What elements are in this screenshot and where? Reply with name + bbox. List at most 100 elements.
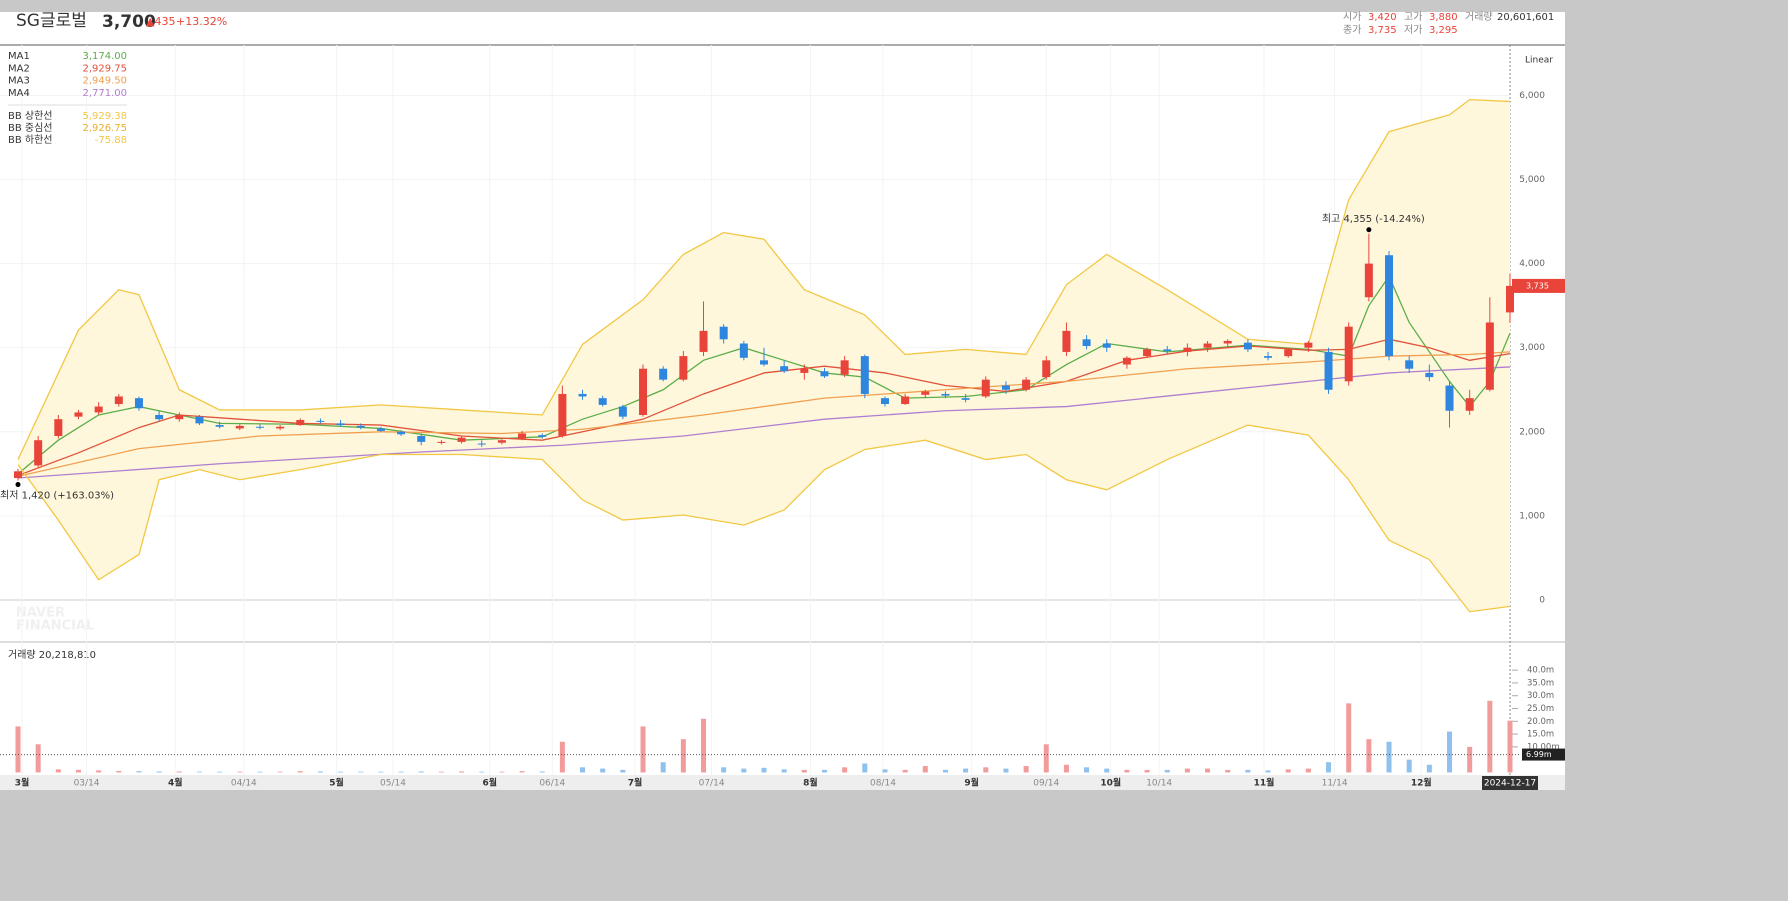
candle-body xyxy=(1203,343,1212,348)
y-tick-label: 3,000 xyxy=(1519,343,1545,353)
volume-bar xyxy=(1245,769,1251,773)
legend-name: MA1 xyxy=(8,51,30,62)
legend-name: MA4 xyxy=(8,88,30,99)
candle-body xyxy=(1445,385,1454,411)
volume-bar xyxy=(559,741,565,773)
x-tick-label: 10/14 xyxy=(1146,779,1172,789)
x-tick-label: 11/14 xyxy=(1322,779,1348,789)
high-dot xyxy=(1366,227,1372,233)
volume-bar xyxy=(1447,731,1453,773)
x-tick-label: 4월 xyxy=(168,777,183,789)
candle-body xyxy=(1001,385,1010,390)
volume-bar xyxy=(338,771,344,773)
open-label: 시가 xyxy=(1343,11,1361,23)
volume-tick-label: 40.0m xyxy=(1527,666,1554,676)
candle-body xyxy=(739,343,748,358)
volume-bar xyxy=(116,770,122,773)
volume-bar xyxy=(620,769,626,773)
volume-bar xyxy=(297,771,303,773)
x-tick-badge xyxy=(1482,776,1538,790)
volume-bar xyxy=(1346,703,1352,773)
volume-bar xyxy=(1063,764,1069,773)
volume-bar xyxy=(136,771,142,773)
candle-body xyxy=(1223,340,1232,344)
candle-body xyxy=(336,423,345,426)
x-tick-label: 6월 xyxy=(483,777,498,789)
high: 3,880 xyxy=(1429,12,1458,23)
volume-bar xyxy=(1043,744,1049,773)
candle-body xyxy=(1465,398,1474,411)
volume-bar xyxy=(580,767,586,773)
low-label: 저가 xyxy=(1404,24,1422,36)
volume-bar xyxy=(600,768,606,773)
legend-value: -75.88 xyxy=(95,135,127,146)
x-tick-label: 06/14 xyxy=(539,779,565,789)
volume-bar xyxy=(1507,720,1513,773)
volume-bar xyxy=(237,771,243,773)
candle-body xyxy=(195,416,204,424)
candle-body xyxy=(1042,360,1051,378)
price: 3,700 xyxy=(102,12,156,32)
close-label: 종가 xyxy=(1343,24,1361,36)
low-annotation: 최저 1,420 (+163.03%) xyxy=(0,490,114,502)
candle-body xyxy=(1485,322,1494,390)
volume-title: 거래량 20,218,810 xyxy=(8,649,96,661)
volume-bar xyxy=(217,771,223,773)
candle-body xyxy=(719,326,728,340)
volume-bar xyxy=(660,762,666,773)
candle-body xyxy=(1364,263,1373,298)
volume-bar xyxy=(1366,739,1372,773)
legend-name: BB 하한선 xyxy=(8,133,53,146)
stock-name: SG글로벌 xyxy=(16,11,87,31)
candle-body xyxy=(800,368,809,373)
legend-value: 2,771.00 xyxy=(82,88,127,99)
candle-body xyxy=(134,398,143,409)
scale-button[interactable]: Linear xyxy=(1525,56,1553,66)
legend-value: 2,926.75 xyxy=(82,123,127,134)
candle-body xyxy=(114,396,123,405)
low: 3,295 xyxy=(1429,25,1458,36)
volume-bar xyxy=(1426,764,1432,773)
candle-body xyxy=(34,440,43,466)
candle-body xyxy=(880,398,889,405)
volume-bar xyxy=(1104,768,1110,773)
volume-bar xyxy=(1205,768,1211,773)
watermark: FINANCIAL xyxy=(16,619,94,634)
candle-body xyxy=(94,406,103,413)
volume-bar xyxy=(156,771,162,773)
candle-body xyxy=(54,419,63,436)
volume-tick-label: 35.0m xyxy=(1527,678,1554,688)
candle-body xyxy=(255,426,264,428)
y-tick-label: 4,000 xyxy=(1519,259,1545,269)
volume-bar xyxy=(55,769,61,773)
candle-body xyxy=(296,420,305,426)
volume-bar xyxy=(1023,766,1029,773)
candle-body xyxy=(1102,343,1111,348)
y-tick-label: 2,000 xyxy=(1519,427,1545,437)
volume-bar xyxy=(1406,759,1412,773)
price-badge xyxy=(1512,278,1565,293)
volume-bar xyxy=(1225,769,1231,773)
volume-bar xyxy=(942,769,948,773)
x-tick-label: 03/14 xyxy=(74,779,100,789)
volume-bar xyxy=(741,768,747,773)
x-tick-label: 8월 xyxy=(803,777,818,789)
volume-bar xyxy=(821,769,827,773)
candle-body xyxy=(376,428,385,431)
candle-body xyxy=(1304,342,1313,348)
candle-body xyxy=(1062,330,1071,352)
candle-body xyxy=(457,437,466,442)
volume-bar xyxy=(196,771,202,773)
volume-bar xyxy=(378,771,384,773)
y-tick-label: 6,000 xyxy=(1519,91,1545,101)
volume-bar xyxy=(1386,741,1392,773)
candle-body xyxy=(699,330,708,352)
volume-marker-label: 6.99m xyxy=(1526,750,1552,759)
volume-bar xyxy=(418,771,424,773)
candle-body xyxy=(578,393,587,397)
candle-body xyxy=(921,391,930,395)
change-pct: +13.32% xyxy=(176,15,227,28)
legend-name: MA2 xyxy=(8,63,30,74)
volume-tick-label: 10.00m xyxy=(1527,742,1560,752)
